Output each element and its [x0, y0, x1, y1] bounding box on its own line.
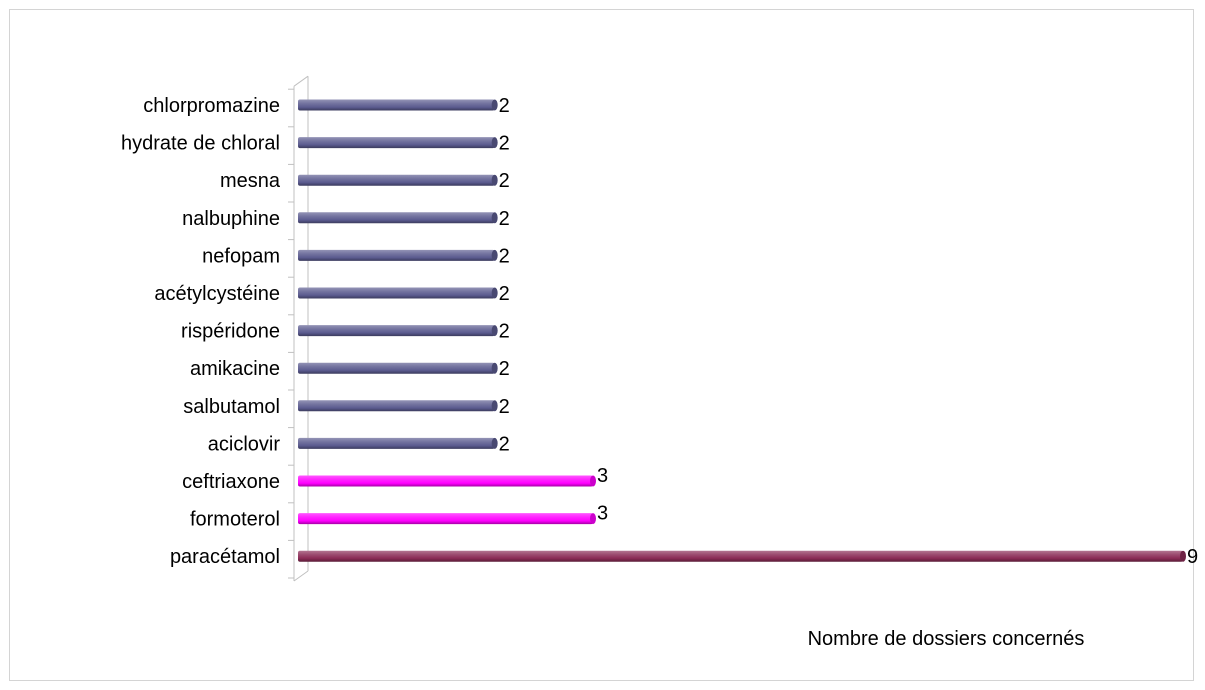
category-label: paracétamol	[170, 546, 280, 568]
bar-cap	[491, 99, 498, 111]
data-label: 2	[499, 170, 510, 192]
bar-cap	[491, 400, 498, 412]
data-label: 2	[499, 283, 510, 305]
chart-area	[9, 9, 1194, 681]
bar-cap	[1180, 550, 1186, 562]
bar	[298, 325, 495, 337]
bar-cap	[491, 362, 498, 374]
bar-cap	[491, 212, 498, 224]
bar	[298, 362, 495, 374]
bar	[298, 550, 1183, 562]
bar	[298, 400, 495, 412]
data-label: 9	[1187, 546, 1198, 568]
bar-cap	[590, 475, 596, 487]
bar	[298, 137, 495, 149]
data-label: 2	[499, 133, 510, 155]
bar-cap	[491, 249, 498, 261]
data-label: 2	[499, 245, 510, 267]
bar	[298, 99, 495, 111]
data-label: 2	[499, 95, 510, 117]
category-label: rispéridone	[181, 321, 280, 343]
category-label: amikacine	[190, 358, 280, 380]
bar-cap	[491, 437, 498, 449]
bar	[298, 249, 495, 261]
bar-cap	[491, 287, 498, 299]
category-label: hydrate de chloral	[121, 133, 280, 155]
category-label: chlorpromazine	[143, 95, 280, 117]
category-labels: chlorpromazine hydrate de chloral mesna nal…	[121, 95, 281, 568]
data-label: 3	[597, 465, 608, 487]
category-label: ceftriaxone	[182, 471, 280, 493]
category-label: salbutamol	[183, 396, 280, 418]
bar-cap	[491, 325, 498, 337]
bar-cap	[590, 513, 596, 525]
data-label: 2	[499, 358, 510, 380]
category-label: formoterol	[190, 509, 280, 531]
axis-line-top	[293, 75, 309, 87]
data-label: 2	[499, 433, 510, 455]
bars	[298, 99, 1186, 562]
category-label: mesna	[220, 170, 281, 192]
data-label: 2	[499, 396, 510, 418]
category-label: aciclovir	[208, 433, 281, 455]
category-label: nefopam	[202, 245, 280, 267]
axis-line-bottom	[293, 570, 309, 582]
bar	[298, 212, 495, 224]
bar-cap	[491, 137, 498, 149]
data-label: 2	[499, 321, 510, 343]
x-axis-title: Nombre de dossiers concernés	[808, 628, 1085, 650]
bar	[298, 174, 495, 186]
y-axis	[288, 75, 309, 582]
bar-cap	[491, 174, 498, 186]
data-labels: 2 2 2 2 2 2 2 2 2 2 3 3 9	[499, 95, 1198, 568]
bar	[298, 287, 495, 299]
data-label: 2	[499, 208, 510, 230]
bar	[298, 513, 593, 525]
bar	[298, 437, 495, 449]
category-label: acétylcystéine	[154, 283, 280, 305]
data-label: 3	[597, 503, 608, 525]
category-label: nalbuphine	[182, 208, 280, 230]
bar	[298, 475, 593, 487]
